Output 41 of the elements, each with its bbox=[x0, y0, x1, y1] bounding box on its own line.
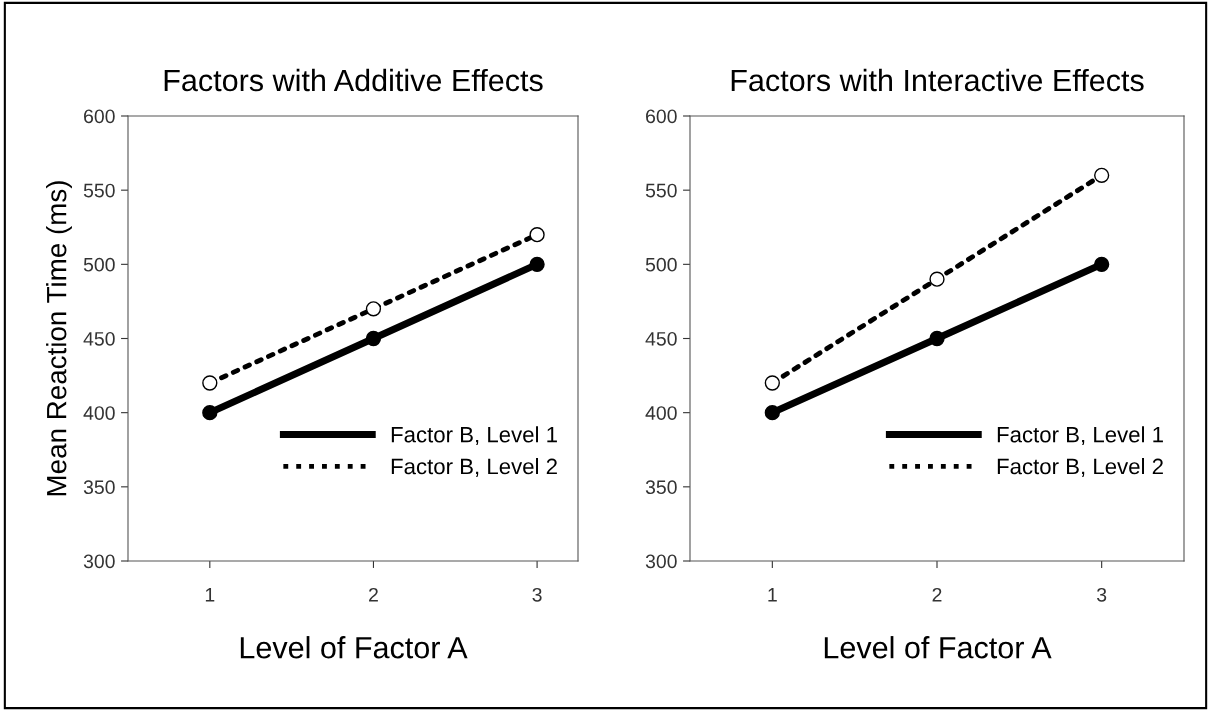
y-tick-label: 500 bbox=[83, 257, 115, 272]
chart-title: Factors with Additive Effects bbox=[164, 68, 543, 92]
legend-label: Factor B, Level 2 bbox=[997, 457, 1163, 477]
point bbox=[365, 301, 382, 317]
y-axis-title: Mean Reaction Time (ms) bbox=[46, 181, 72, 496]
point bbox=[929, 330, 945, 347]
point bbox=[764, 375, 780, 391]
y-tick-label: 500 bbox=[645, 257, 677, 272]
point bbox=[365, 330, 382, 347]
x-tick-label: 2 bbox=[369, 587, 378, 602]
y-tick-label: 550 bbox=[83, 183, 115, 198]
y-tick-label: 300 bbox=[83, 554, 115, 569]
y-tick-label: 350 bbox=[83, 480, 115, 495]
y-tick-label: 600 bbox=[84, 109, 115, 124]
legend-label: Factor B, Level 1 bbox=[391, 426, 557, 446]
x-axis-title: Level of Factor A bbox=[240, 636, 468, 659]
point bbox=[1094, 167, 1110, 183]
legend-label: Factor B, Level 1 bbox=[997, 426, 1163, 446]
point bbox=[202, 375, 218, 391]
y-tick-label: 550 bbox=[645, 183, 677, 198]
y-tick-label: 350 bbox=[645, 480, 677, 495]
point bbox=[202, 405, 218, 421]
y-tick-label: 600 bbox=[646, 109, 677, 124]
legend-label: Factor B, Level 2 bbox=[391, 457, 557, 477]
chart-title: Factors with Interactive Effects bbox=[731, 68, 1144, 92]
point bbox=[529, 256, 545, 272]
x-tick-label: 1 bbox=[205, 588, 215, 602]
point bbox=[1094, 256, 1110, 272]
x-tick-label: 3 bbox=[1097, 587, 1107, 602]
x-tick-label: 2 bbox=[932, 587, 942, 602]
point bbox=[764, 405, 780, 421]
x-tick-label: 1 bbox=[768, 588, 777, 602]
y-tick-label: 400 bbox=[645, 406, 677, 420]
y-tick-label: 300 bbox=[645, 554, 677, 569]
point bbox=[929, 271, 945, 287]
y-tick-label: 450 bbox=[645, 331, 677, 346]
y-tick-label: 400 bbox=[83, 406, 115, 420]
x-tick-label: 3 bbox=[532, 587, 542, 602]
point bbox=[529, 227, 545, 243]
y-tick-label: 450 bbox=[83, 331, 115, 346]
x-axis-title: Level of Factor A bbox=[824, 636, 1052, 659]
